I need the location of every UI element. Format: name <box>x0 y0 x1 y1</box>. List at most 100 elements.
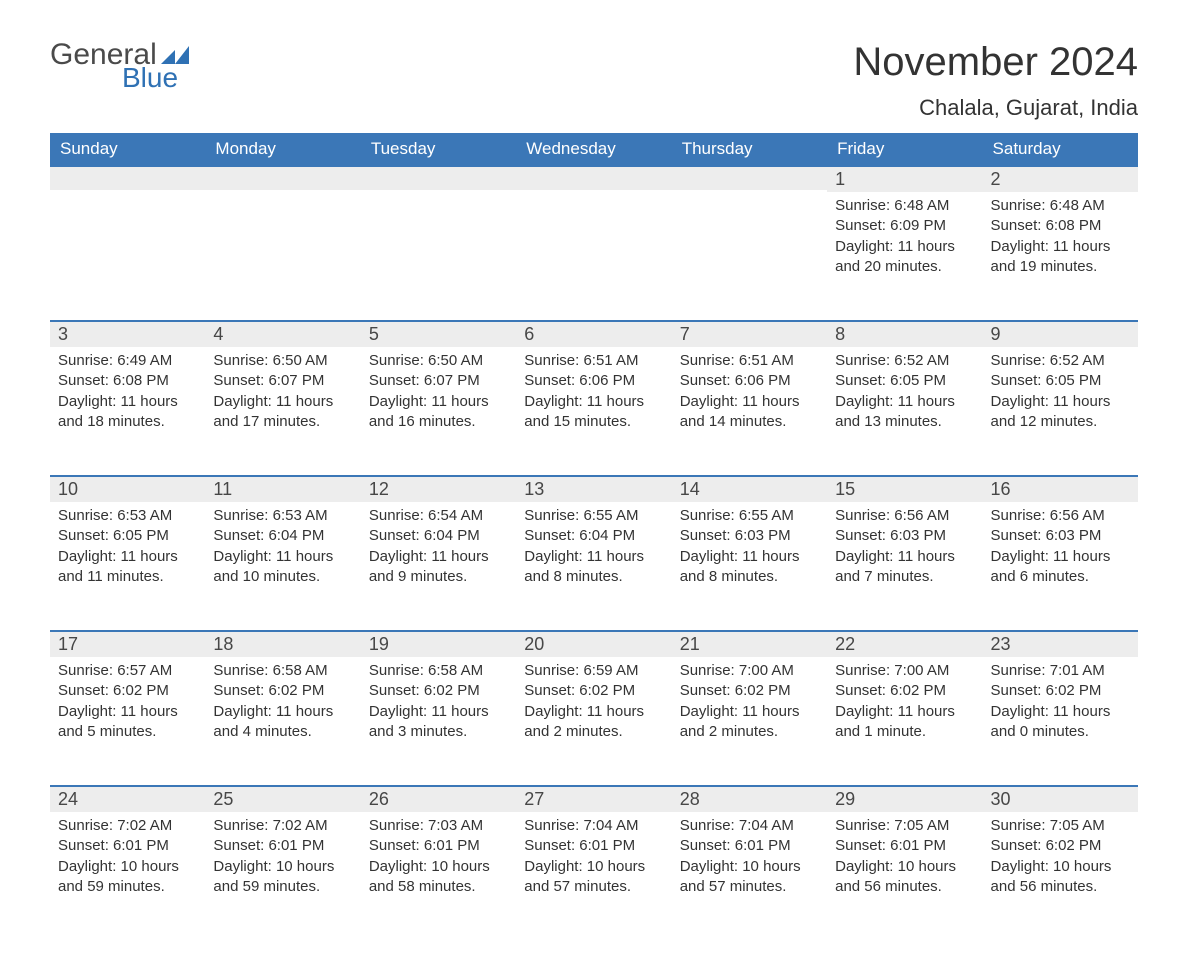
day-number: 13 <box>516 475 671 502</box>
day-number: 3 <box>50 320 205 347</box>
sunrise-text: Sunrise: 6:55 AM <box>680 506 819 526</box>
sunset-text: Sunset: 6:04 PM <box>369 526 508 546</box>
daylight-text: Daylight: 11 hours and 5 minutes. <box>58 702 197 743</box>
sunset-text: Sunset: 6:06 PM <box>524 371 663 391</box>
day-cell: Sunrise: 6:53 AMSunset: 6:04 PMDaylight:… <box>205 502 360 601</box>
sunset-text: Sunset: 6:09 PM <box>835 216 974 236</box>
day-cell: Sunrise: 6:56 AMSunset: 6:03 PMDaylight:… <box>827 502 982 601</box>
sunset-text: Sunset: 6:02 PM <box>524 681 663 701</box>
sunset-text: Sunset: 6:02 PM <box>835 681 974 701</box>
daylight-text: Daylight: 10 hours and 57 minutes. <box>680 857 819 898</box>
day-number: 6 <box>516 320 671 347</box>
day-cell: Sunrise: 7:01 AMSunset: 6:02 PMDaylight:… <box>983 657 1138 756</box>
day-number: 29 <box>827 785 982 812</box>
day-cell: Sunrise: 7:02 AMSunset: 6:01 PMDaylight:… <box>205 812 360 911</box>
logo-text-blue: Blue <box>122 64 189 92</box>
day-number: 30 <box>983 785 1138 812</box>
day-cell: Sunrise: 7:00 AMSunset: 6:02 PMDaylight:… <box>827 657 982 756</box>
daylight-text: Daylight: 11 hours and 8 minutes. <box>524 547 663 588</box>
empty-day-cell <box>516 192 671 210</box>
sunrise-text: Sunrise: 6:56 AM <box>835 506 974 526</box>
sunrise-text: Sunrise: 7:03 AM <box>369 816 508 836</box>
day-cell: Sunrise: 6:55 AMSunset: 6:04 PMDaylight:… <box>516 502 671 601</box>
daylight-text: Daylight: 11 hours and 18 minutes. <box>58 392 197 433</box>
day-cell: Sunrise: 6:58 AMSunset: 6:02 PMDaylight:… <box>361 657 516 756</box>
sunrise-text: Sunrise: 6:59 AM <box>524 661 663 681</box>
day-number: 9 <box>983 320 1138 347</box>
day-number: 11 <box>205 475 360 502</box>
weekday-header-row: Sunday Monday Tuesday Wednesday Thursday… <box>50 133 1138 165</box>
weekday-header: Tuesday <box>361 133 516 165</box>
day-number: 14 <box>672 475 827 502</box>
title-block: November 2024 Chalala, Gujarat, India <box>853 40 1138 127</box>
day-number: 16 <box>983 475 1138 502</box>
day-cell: Sunrise: 6:57 AMSunset: 6:02 PMDaylight:… <box>50 657 205 756</box>
sunset-text: Sunset: 6:02 PM <box>991 681 1130 701</box>
daylight-text: Daylight: 10 hours and 56 minutes. <box>991 857 1130 898</box>
daylight-text: Daylight: 11 hours and 4 minutes. <box>213 702 352 743</box>
sunset-text: Sunset: 6:03 PM <box>680 526 819 546</box>
weekday-header: Thursday <box>672 133 827 165</box>
day-cell: Sunrise: 7:05 AMSunset: 6:01 PMDaylight:… <box>827 812 982 911</box>
sunset-text: Sunset: 6:02 PM <box>213 681 352 701</box>
sunset-text: Sunset: 6:03 PM <box>835 526 974 546</box>
day-number: 18 <box>205 630 360 657</box>
day-number: 22 <box>827 630 982 657</box>
day-cell: Sunrise: 6:49 AMSunset: 6:08 PMDaylight:… <box>50 347 205 446</box>
day-number: 2 <box>983 165 1138 192</box>
calendar-body: 12Sunrise: 6:48 AMSunset: 6:09 PMDayligh… <box>50 165 1138 940</box>
sunrise-text: Sunrise: 6:48 AM <box>835 196 974 216</box>
sunrise-text: Sunrise: 7:04 AM <box>680 816 819 836</box>
day-number: 10 <box>50 475 205 502</box>
empty-day-number <box>361 165 516 190</box>
calendar-table: Sunday Monday Tuesday Wednesday Thursday… <box>50 133 1138 940</box>
week-number-row: 10111213141516 <box>50 475 1138 502</box>
day-number: 5 <box>361 320 516 347</box>
daylight-text: Daylight: 10 hours and 56 minutes. <box>835 857 974 898</box>
empty-day-number <box>205 165 360 190</box>
sunrise-text: Sunrise: 6:58 AM <box>369 661 508 681</box>
weekday-header: Friday <box>827 133 982 165</box>
day-cell: Sunrise: 7:04 AMSunset: 6:01 PMDaylight:… <box>516 812 671 911</box>
day-number: 28 <box>672 785 827 812</box>
day-cell: Sunrise: 6:52 AMSunset: 6:05 PMDaylight:… <box>983 347 1138 446</box>
daylight-text: Daylight: 11 hours and 20 minutes. <box>835 237 974 278</box>
sunset-text: Sunset: 6:01 PM <box>680 836 819 856</box>
day-number: 23 <box>983 630 1138 657</box>
daylight-text: Daylight: 11 hours and 2 minutes. <box>680 702 819 743</box>
day-number: 24 <box>50 785 205 812</box>
sunset-text: Sunset: 6:02 PM <box>369 681 508 701</box>
day-number: 15 <box>827 475 982 502</box>
sunrise-text: Sunrise: 6:52 AM <box>991 351 1130 371</box>
sunset-text: Sunset: 6:05 PM <box>835 371 974 391</box>
sunrise-text: Sunrise: 6:51 AM <box>680 351 819 371</box>
empty-day-cell <box>672 192 827 210</box>
sunrise-text: Sunrise: 6:53 AM <box>213 506 352 526</box>
day-number: 21 <box>672 630 827 657</box>
location-label: Chalala, Gujarat, India <box>853 95 1138 121</box>
page-header: General Blue November 2024 Chalala, Guja… <box>50 40 1138 127</box>
sunrise-text: Sunrise: 6:54 AM <box>369 506 508 526</box>
weekday-header: Wednesday <box>516 133 671 165</box>
sunset-text: Sunset: 6:08 PM <box>58 371 197 391</box>
sunrise-text: Sunrise: 6:50 AM <box>369 351 508 371</box>
empty-day-number <box>50 165 205 190</box>
daylight-text: Daylight: 11 hours and 6 minutes. <box>991 547 1130 588</box>
sunset-text: Sunset: 6:07 PM <box>213 371 352 391</box>
daylight-text: Daylight: 11 hours and 3 minutes. <box>369 702 508 743</box>
sunrise-text: Sunrise: 6:55 AM <box>524 506 663 526</box>
sunrise-text: Sunrise: 7:05 AM <box>835 816 974 836</box>
sunset-text: Sunset: 6:02 PM <box>58 681 197 701</box>
week-data-row: Sunrise: 6:53 AMSunset: 6:05 PMDaylight:… <box>50 502 1138 630</box>
empty-day-cell <box>205 192 360 210</box>
sunrise-text: Sunrise: 7:01 AM <box>991 661 1130 681</box>
day-cell: Sunrise: 7:00 AMSunset: 6:02 PMDaylight:… <box>672 657 827 756</box>
day-cell: Sunrise: 7:03 AMSunset: 6:01 PMDaylight:… <box>361 812 516 911</box>
daylight-text: Daylight: 11 hours and 17 minutes. <box>213 392 352 433</box>
day-cell: Sunrise: 6:58 AMSunset: 6:02 PMDaylight:… <box>205 657 360 756</box>
sunset-text: Sunset: 6:04 PM <box>213 526 352 546</box>
weekday-header: Monday <box>205 133 360 165</box>
week-data-row: Sunrise: 6:57 AMSunset: 6:02 PMDaylight:… <box>50 657 1138 785</box>
daylight-text: Daylight: 11 hours and 1 minute. <box>835 702 974 743</box>
week-data-row: Sunrise: 6:49 AMSunset: 6:08 PMDaylight:… <box>50 347 1138 475</box>
